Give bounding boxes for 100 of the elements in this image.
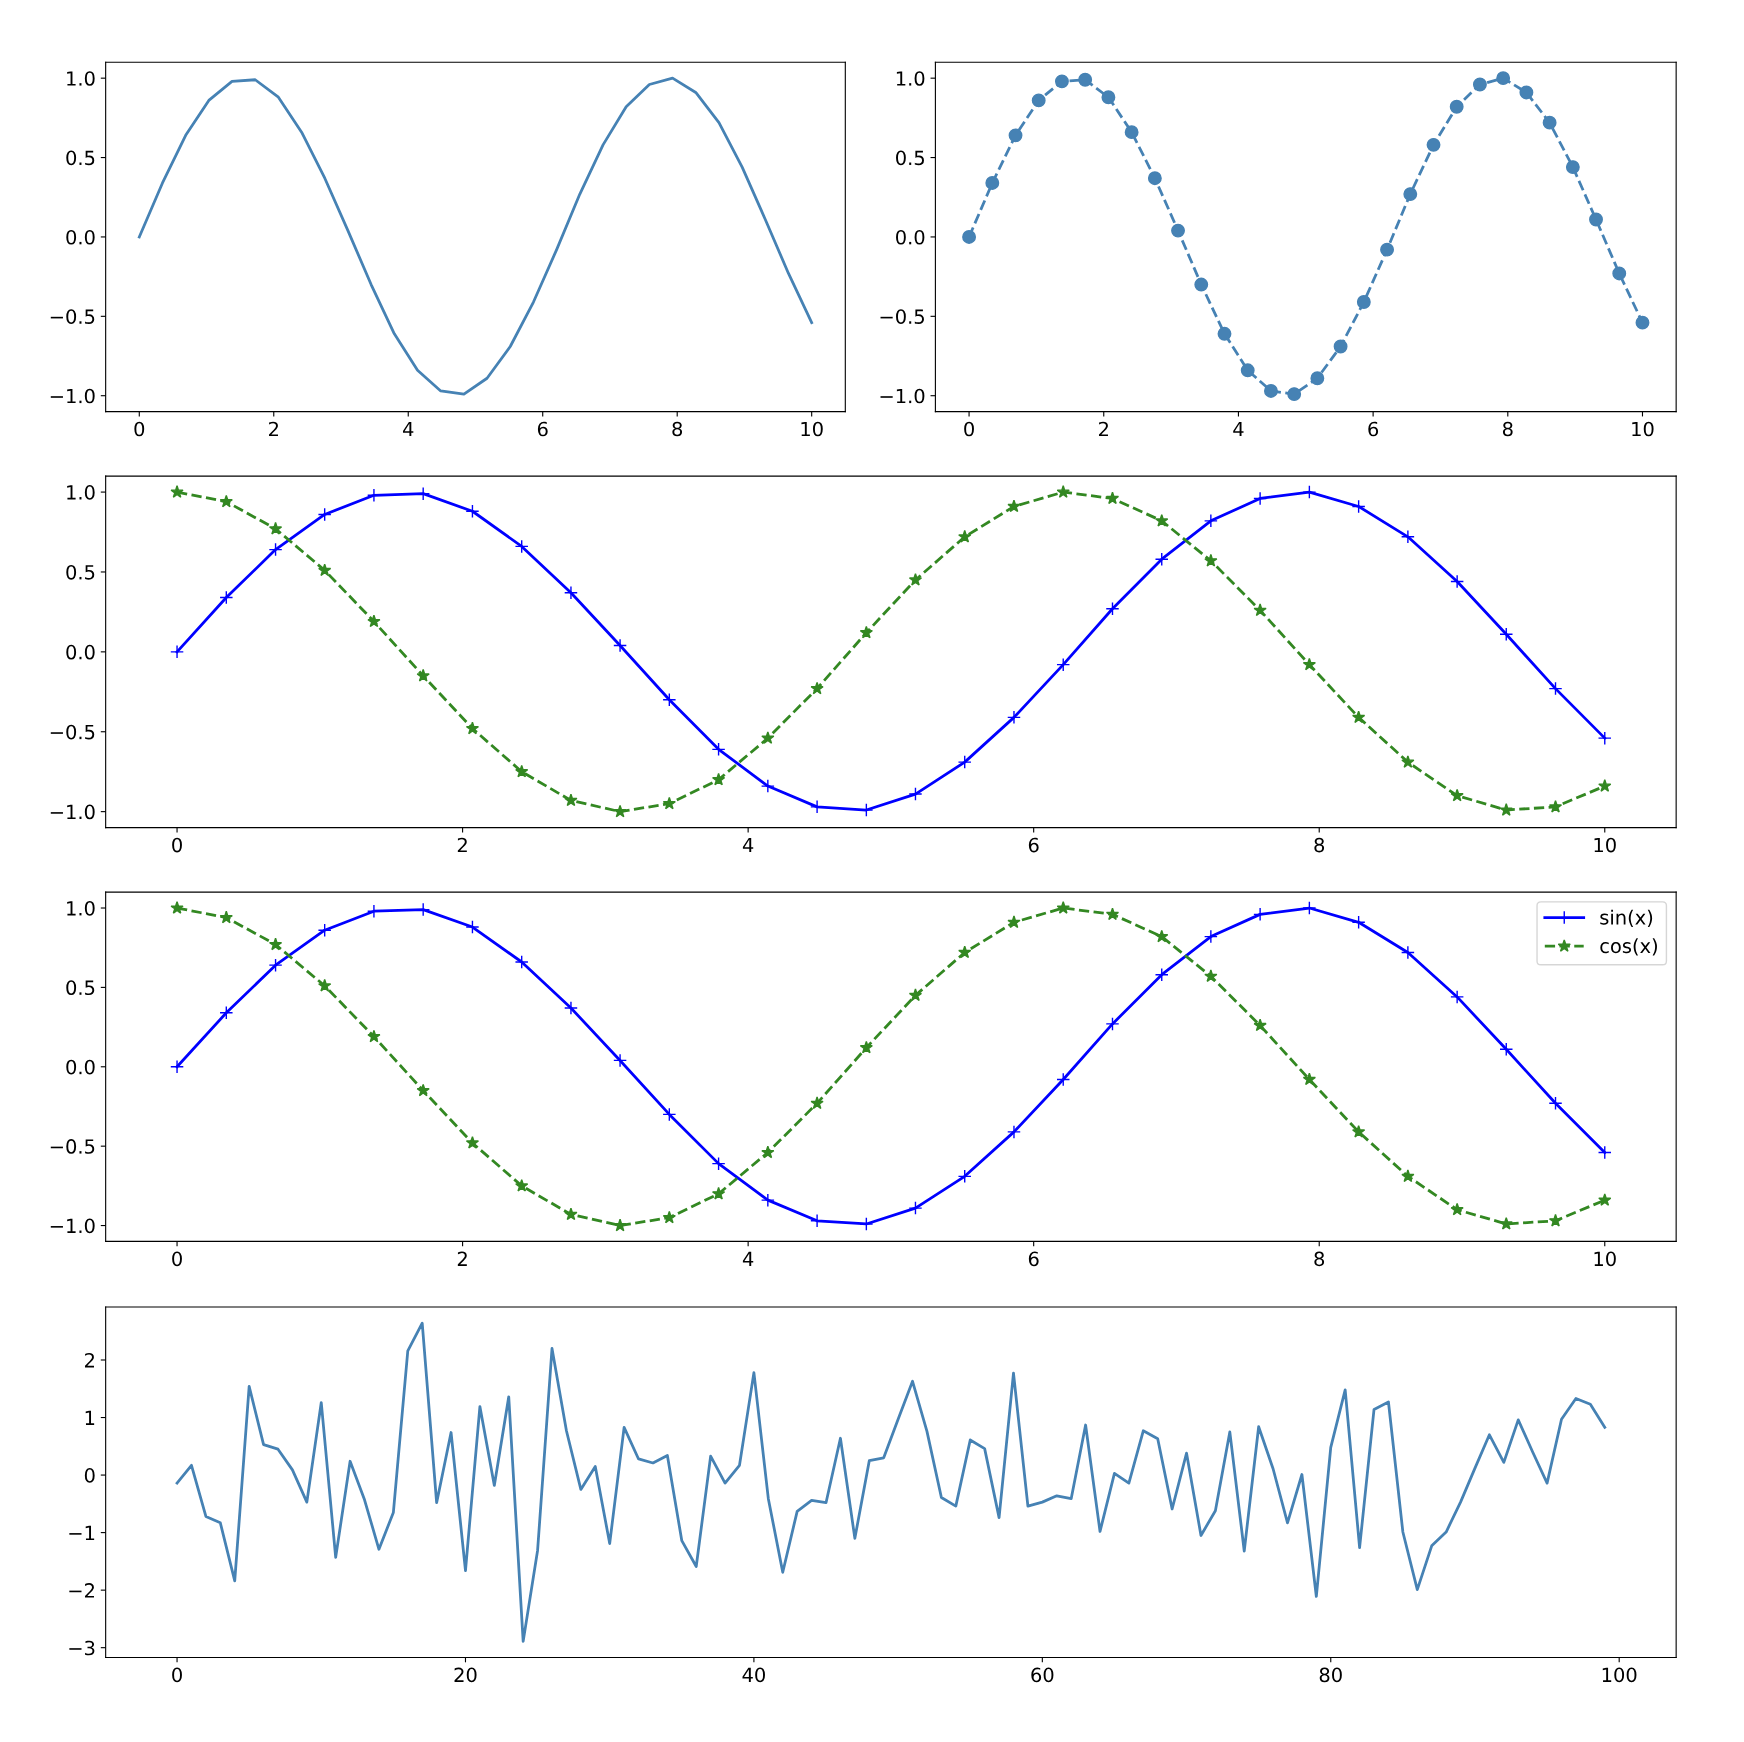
point: [1105, 491, 1120, 505]
point: [1105, 907, 1120, 921]
y-tick-label: 0: [84, 1468, 95, 1483]
point: [1472, 77, 1487, 92]
point: [219, 1005, 234, 1020]
point: [564, 1001, 578, 1015]
point: [711, 742, 726, 757]
point: [1056, 485, 1070, 498]
point: [515, 764, 529, 778]
point: [1426, 137, 1441, 152]
x-tick-label: 2: [1098, 421, 1108, 437]
point: [1217, 326, 1232, 341]
point: [957, 1169, 972, 1184]
point: [908, 573, 923, 586]
point: [514, 955, 529, 969]
point: [613, 1218, 627, 1232]
y-tick-label: −0.5: [880, 309, 924, 324]
point: [761, 731, 775, 744]
point: [268, 542, 283, 557]
point: [1101, 90, 1116, 105]
point: [1253, 603, 1267, 617]
x-tick-label: 0: [172, 1251, 182, 1267]
point: [515, 1178, 529, 1192]
x-tick-label: 0: [964, 421, 974, 437]
point: [859, 625, 873, 639]
point: [1548, 1213, 1563, 1227]
point: [613, 638, 628, 653]
y-tick-label: −1: [69, 1525, 95, 1540]
x-tick-label: 0: [172, 837, 182, 853]
x-tick-label: 0: [172, 1667, 182, 1683]
point: [613, 804, 627, 818]
point: [1105, 601, 1120, 616]
point: [711, 1186, 726, 1200]
legend-label: sin(x): [1600, 909, 1653, 927]
x-tick-label: 6: [1028, 1251, 1039, 1267]
point: [985, 176, 1000, 190]
x-tick-label: 60: [1031, 1667, 1054, 1683]
point: [1519, 85, 1534, 100]
y-tick-label: −0.5: [50, 724, 95, 740]
point: [908, 988, 923, 1002]
point: [1597, 1145, 1612, 1160]
point: [1204, 553, 1218, 567]
point: [711, 772, 726, 786]
line-series: [137, 76, 814, 396]
x-tick-label: 10: [801, 421, 823, 437]
line-series: [175, 1321, 1607, 1643]
point: [564, 585, 578, 600]
point: [1105, 1016, 1120, 1031]
point: [1499, 1042, 1514, 1057]
x-tick-label: 6: [1028, 837, 1039, 853]
legend-label: cos(x): [1600, 938, 1657, 956]
x-tick-label: 6: [537, 421, 548, 437]
point: [711, 1156, 726, 1171]
point: [1056, 657, 1071, 672]
y-tick-label: 1.0: [896, 71, 925, 86]
x-tick-label: 2: [269, 421, 278, 437]
point: [1007, 710, 1021, 725]
point: [268, 958, 283, 973]
y-tick-label: 0.0: [896, 229, 925, 245]
point: [1171, 223, 1185, 238]
point: [317, 507, 332, 522]
point: [1351, 1124, 1366, 1138]
y-tick-label: 1.0: [67, 485, 95, 500]
point: [908, 787, 923, 802]
point: [1007, 915, 1021, 929]
point: [1007, 1124, 1021, 1139]
point: [1400, 945, 1415, 960]
point: [1356, 295, 1371, 309]
point: [810, 681, 824, 695]
y-tick-label: 0.5: [66, 980, 95, 996]
x-tick-label: 40: [742, 1667, 765, 1683]
x-tick-label: 8: [1314, 837, 1325, 853]
point: [367, 1029, 381, 1043]
point: [1403, 187, 1418, 202]
point: [1612, 266, 1627, 281]
point: [1548, 681, 1563, 696]
point: [1496, 71, 1511, 86]
point: [958, 945, 972, 959]
point: [1351, 915, 1366, 930]
point: [962, 229, 977, 244]
point: [1203, 513, 1218, 528]
y-tick-label: 1.0: [67, 71, 95, 86]
point: [1499, 1217, 1513, 1230]
x-tick-label: 6: [1368, 421, 1379, 437]
point: [1351, 710, 1366, 724]
point: [1264, 383, 1278, 398]
point: [1598, 1193, 1612, 1206]
x-tick-label: 80: [1319, 1667, 1342, 1683]
point: [1302, 657, 1317, 671]
x-tick-label: 4: [403, 421, 414, 437]
point: [957, 755, 972, 770]
x-tick-label: 0: [134, 421, 145, 437]
x-tick-label: 10: [1594, 837, 1616, 853]
point: [317, 923, 332, 938]
y-tick-label: 0.0: [66, 229, 95, 245]
point: [1598, 779, 1612, 792]
point: [1499, 803, 1513, 816]
point: [1154, 967, 1169, 982]
point: [416, 668, 430, 682]
point: [810, 1096, 824, 1110]
